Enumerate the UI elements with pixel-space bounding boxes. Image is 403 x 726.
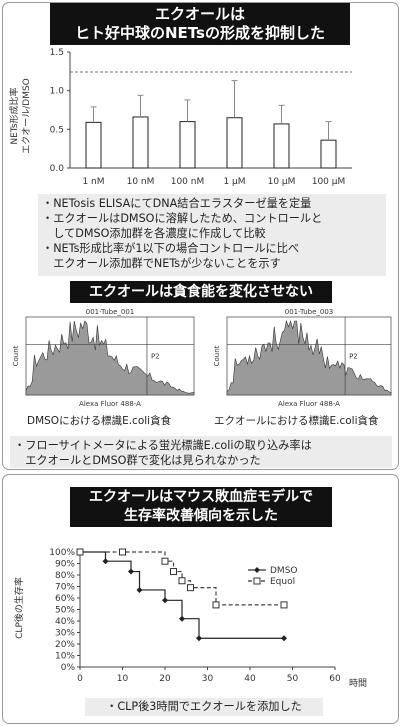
survival-point-dmso	[128, 568, 134, 575]
section1-note-line: ・エクオールはDMSOに溶解したため、コントロールと	[42, 212, 323, 225]
bar	[320, 139, 337, 169]
survival-x-tick-label: 50	[287, 674, 299, 684]
survival-point-dmso	[281, 635, 287, 642]
survival-point-dmso	[136, 586, 143, 593]
section1-notes: ・NETosis ELISAにてDNA結合エラスターゼ量を定量 ・エクオールはD…	[38, 194, 386, 276]
survival-y-tick-label: 20%	[55, 640, 75, 650]
histogram-header: 001-Tube_003	[285, 308, 334, 316]
survival-y-tick-label: 70%	[55, 583, 75, 593]
bar-y-tick-label: 1.5	[50, 48, 64, 58]
bar-y-label-line1: NETs形成比率	[8, 87, 20, 144]
bar-y-tick-label: 1.0	[50, 87, 65, 97]
survival-x-tick-label: 60	[329, 674, 341, 684]
survival-y-tick-label: 40%	[55, 617, 75, 627]
survival-point-equol	[212, 601, 220, 609]
bar	[179, 121, 196, 169]
survival-legend-label: Equol	[270, 577, 295, 587]
section3-title: エクオールはマウス敗血症モデルで 生存率改善傾向を示した	[70, 487, 332, 527]
survival-point-dmso	[196, 635, 202, 642]
histogram-gate-label: P2	[151, 352, 160, 360]
section1-title: エクオールは ヒト好中球のNETsの形成を抑制した	[50, 3, 350, 45]
section3-note: ・CLP後3時間でエクオールを添加した	[85, 698, 323, 716]
bar-category-label: 100 nM	[171, 177, 205, 187]
section2-note-line: エクオールとDMSO群で変化は見られなかった	[14, 454, 261, 467]
bar	[85, 121, 102, 169]
histogram-y-label: Count	[12, 345, 20, 366]
bar	[226, 117, 243, 169]
section3-title-line1: エクオールはマウス敗血症モデルで	[89, 489, 313, 505]
survival-legend-label: DMSO	[270, 566, 298, 576]
survival-legend-marker	[253, 577, 261, 585]
survival-y-tick-label: 50%	[55, 606, 75, 616]
bar-category-label: 100 μM	[312, 177, 346, 187]
nets-bar-chart: NETs形成比率 エクオール/DMSO 0.0 0.5 1.0 1.5 1 nM 10 …	[8, 48, 352, 187]
bar-y-tick-label: 0.0	[50, 164, 65, 174]
caption-equol: エクオールにおける標識E.coli貪食	[214, 415, 379, 427]
bar-category-label: 1 μM	[223, 177, 245, 187]
histogram-dmso: 001-Tube_001 Alexa Fluor 488-A Count P2	[12, 308, 195, 408]
survival-x-tick-label: 40	[244, 674, 256, 684]
section1-title-line2: ヒト好中球のNETsの形成を抑制した	[75, 24, 325, 42]
survival-y-tick-label: 80%	[55, 571, 75, 581]
survival-series-line-equol	[80, 551, 284, 606]
section1-note-line: してDMSO添加群を各濃度に作成して比較	[42, 227, 266, 240]
survival-point-dmso	[102, 558, 109, 565]
section3-title-line2: 生存率改善傾向を示した	[124, 508, 278, 524]
survival-point-equol	[187, 584, 194, 592]
survival-point-dmso	[162, 597, 168, 604]
bar-category-label: 1 nM	[82, 177, 104, 187]
section1-note-line: ・NETs形成比率が1以下の場合コントロールに比べ	[42, 242, 300, 255]
survival-point-equol	[76, 548, 84, 556]
survival-y-tick-label: 90%	[55, 560, 75, 570]
section1-note-line: エクオール添加群でNETsが少ないことを示す	[42, 257, 281, 270]
bar-category-label: 10 μM	[268, 177, 296, 187]
survival-x-tick-label: 30	[202, 674, 214, 684]
survival-chart: CLP後の生存率 時間 0%10% 20%30% 40%50% 60%70% 80%90…	[13, 548, 367, 689]
survival-y-label: CLP後の生存率	[13, 577, 25, 639]
survival-y-tick-label: 100%	[49, 548, 75, 558]
section1-note-line: ・NETosis ELISAにてDNA結合エラスターゼ量を定量	[42, 197, 312, 210]
histogram-area	[25, 320, 195, 396]
survival-point-equol	[170, 568, 177, 576]
survival-x-tick-label: 0	[77, 674, 83, 684]
bar-y-label-line2: エクオール/DMSO	[21, 78, 32, 154]
survival-y-tick-label: 60%	[55, 594, 75, 604]
survival-x-label: 時間	[349, 678, 367, 689]
histogram-header: 001-Tube_001	[86, 308, 135, 316]
histogram-area	[226, 319, 392, 396]
histogram-x-label: Alexa Fluor 488-A	[278, 400, 340, 408]
survival-series-line-dmso	[80, 551, 284, 639]
survival-point-dmso	[179, 615, 185, 622]
survival-y-tick-label: 10%	[55, 652, 75, 662]
histogram-x-label: Alexa Fluor 488-A	[79, 400, 141, 408]
section2-notes: ・フローサイトメータによる蛍光標識E.coliの取り込み率は エクオールとDMS…	[10, 436, 392, 468]
survival-x-tick-label: 10	[117, 674, 129, 684]
section2-title: エクオールは貪食能を変化させない	[70, 281, 332, 303]
histogram-equol: 001-Tube_003 Alexa Fluor 488-A Count P2	[213, 308, 392, 408]
section2-note-line: ・フローサイトメータによる蛍光標識E.coliの取り込み率は	[14, 439, 312, 452]
survival-x-tick-label: 20	[159, 674, 171, 684]
bar	[132, 116, 149, 169]
histogram-gate-label: P2	[349, 352, 358, 360]
section1-title-line1: エクオールは	[154, 5, 245, 23]
survival-y-tick-label: 30%	[55, 629, 75, 639]
caption-dmso: DMSOにおける標識E.coli貪食	[27, 415, 172, 427]
survival-legend-marker	[254, 567, 260, 573]
survival-point-equol	[178, 577, 186, 585]
survival-y-tick-label: 0%	[61, 663, 76, 673]
survival-point-equol	[119, 548, 126, 556]
survival-point-equol	[161, 557, 169, 565]
bar	[273, 123, 290, 169]
survival-point-equol	[280, 601, 288, 609]
histogram-y-label: Count	[213, 345, 221, 366]
bar-category-label: 10 nM	[127, 177, 155, 187]
bar-y-tick-label: 0.5	[50, 125, 64, 135]
